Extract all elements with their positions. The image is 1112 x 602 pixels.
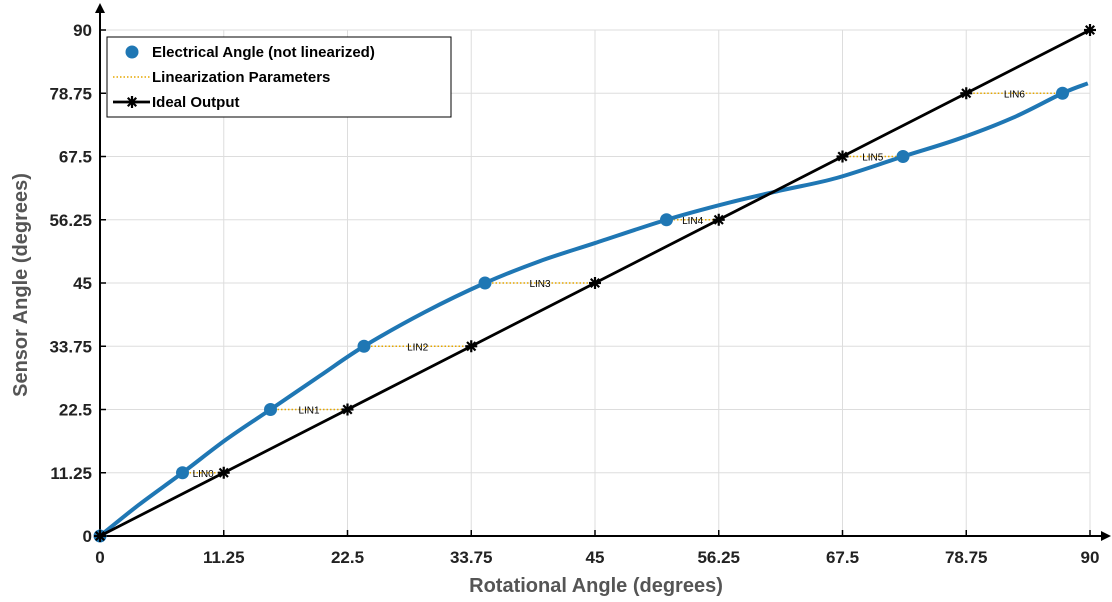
electrical-angle-marker: [478, 276, 492, 290]
electrical-angle-marker: [660, 213, 673, 227]
legend: Electrical Angle (not linearized) Lineari…: [106, 36, 452, 118]
electrical-angle-marker: [264, 403, 277, 416]
legend-box: [106, 36, 452, 118]
y-tick-label: 33.75: [49, 337, 92, 356]
y-tick-label: 45: [73, 274, 92, 293]
y-axis-arrow: [95, 3, 105, 13]
ideal-output-marker: [217, 466, 230, 479]
y-tick-label: 11.25: [50, 464, 92, 483]
y-tick-label: 78.75: [49, 84, 92, 103]
linearization-label: LIN3: [529, 279, 551, 290]
ideal-output-marker: [1084, 24, 1096, 36]
linearization-label: LIN0: [193, 469, 215, 480]
linearization-label: LIN5: [862, 153, 884, 164]
ideal-output-series: [94, 24, 1096, 542]
x-tick-label: 33.75: [450, 548, 493, 567]
y-tick-label: 67.5: [59, 148, 92, 167]
electrical-angle-series: [93, 81, 1089, 543]
x-tick-label: 90: [1081, 548, 1100, 567]
electrical-angle-marker: [357, 339, 371, 353]
x-tick-label: 78.75: [945, 548, 988, 567]
ideal-output-marker: [960, 87, 973, 100]
linearization-label: LIN4: [682, 216, 704, 227]
electrical-angle-marker: [896, 150, 910, 163]
ideal-output-marker: [712, 213, 725, 226]
x-tick-label: 56.25: [697, 548, 740, 567]
legend-label-electrical: Electrical Angle (not linearized): [152, 44, 375, 61]
ideal-output-marker: [94, 530, 106, 542]
legend-label-ideal: Ideal Output: [152, 94, 240, 111]
grid: [100, 29, 1091, 536]
y-tick-label: 0: [83, 527, 92, 546]
x-tick-label: 67.5: [826, 548, 859, 567]
electrical-angle-curve: [98, 81, 1089, 538]
ideal-output-marker: [589, 277, 601, 289]
y-tick-label: 90: [73, 21, 92, 40]
legend-marker-electrical: [125, 45, 139, 59]
linearization-series: LIN0 LIN1 LIN2 LIN3 LIN4 LIN5 LIN6: [182, 89, 1063, 480]
x-tick-label: 45: [586, 548, 605, 567]
ideal-output-marker: [836, 150, 849, 163]
x-tick-label: 11.25: [203, 548, 245, 567]
x-tick-label: 22.5: [331, 548, 364, 567]
legend-marker-ideal-star: [126, 96, 138, 108]
y-axis-title: Sensor Angle (degrees): [10, 173, 32, 397]
legend-label-linearization: Linearization Parameters: [152, 69, 330, 86]
ideal-output-marker: [465, 340, 478, 353]
linearization-label: LIN1: [298, 406, 320, 417]
y-tick-label: 22.5: [59, 401, 92, 420]
electrical-angle-marker: [1056, 86, 1069, 100]
axes: [95, 3, 1111, 541]
x-axis-arrow: [1101, 531, 1111, 541]
tick-labels: 0 11.25 22.5 33.75 45 56.25 67.5 78.75 90 0 11.25 2…: [49, 21, 1099, 567]
linearization-label: LIN2: [407, 342, 429, 353]
y-tick-label: 56.25: [49, 211, 92, 230]
ideal-output-marker: [341, 403, 354, 416]
x-axis-title: Rotational Angle (degrees): [469, 575, 723, 597]
linearization-label: LIN6: [1004, 89, 1026, 100]
x-tick-label: 0: [95, 548, 104, 567]
electrical-angle-marker: [176, 466, 189, 480]
